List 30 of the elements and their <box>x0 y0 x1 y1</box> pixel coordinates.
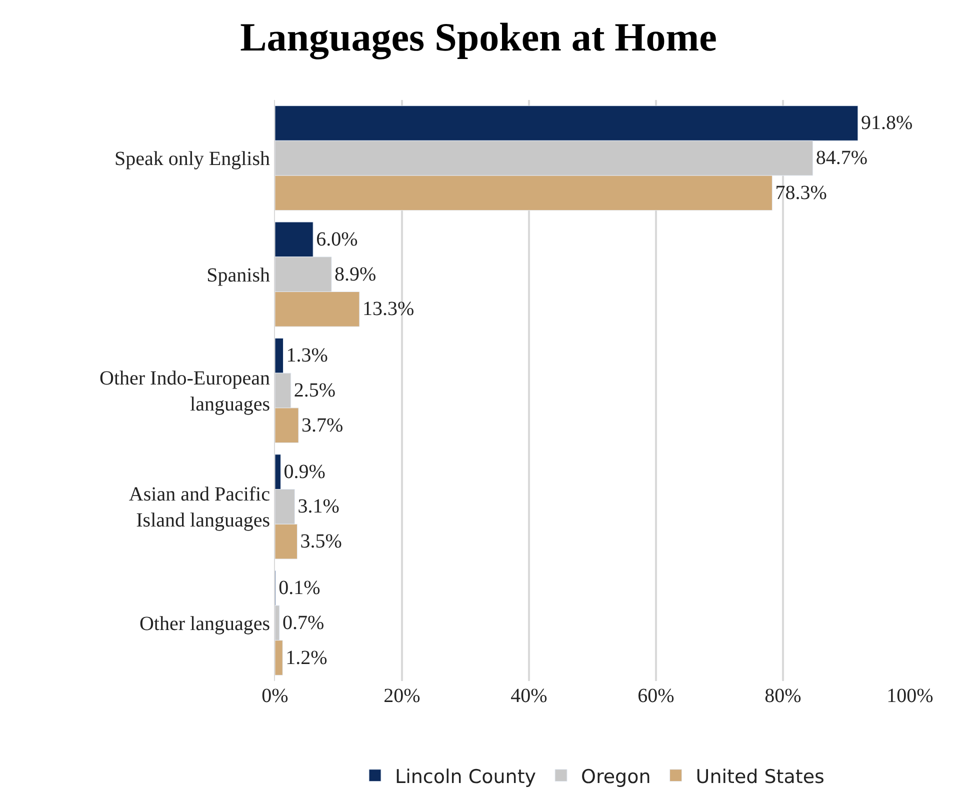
y-tick-label: Asian and Pacific Island languages <box>128 484 270 532</box>
data-label: 13.3% <box>362 298 414 320</box>
data-label: 3.1% <box>298 496 340 518</box>
data-label: 78.3% <box>775 182 827 204</box>
data-label: 1.2% <box>286 646 328 669</box>
data-label: 2.5% <box>294 380 336 402</box>
legend-label: Oregon <box>581 766 651 788</box>
data-label: 84.7% <box>816 147 868 170</box>
x-tick-label: 100% <box>886 685 934 707</box>
data-label: 91.8% <box>860 112 913 134</box>
data-label: 3.7% <box>302 414 344 436</box>
data-label: 8.9% <box>334 263 376 286</box>
x-tick-label: 80% <box>764 685 802 707</box>
x-tick-label: 60% <box>638 685 674 707</box>
x-tick-label: 40% <box>510 685 548 707</box>
x-tick-label: 20% <box>384 685 420 707</box>
y-tick-label: Other languages <box>139 612 270 635</box>
y-tick-label: Speak only English <box>114 148 270 170</box>
data-label: 0.1% <box>278 577 320 600</box>
data-label: 6.0% <box>316 228 358 250</box>
chart-title: Languages Spoken at Home <box>240 14 717 60</box>
data-label: 1.3% <box>286 344 328 367</box>
legend-label: Lincoln County <box>395 766 536 788</box>
data-label: 0.9% <box>284 460 326 483</box>
y-tick-label: Other Indo-European languages <box>100 368 270 416</box>
y-tick-label: Spanish <box>206 264 270 286</box>
x-tick-label: 0% <box>262 685 288 707</box>
data-label: 3.5% <box>300 530 342 553</box>
data-label: 0.7% <box>282 612 324 634</box>
legend-label: United States <box>696 766 824 788</box>
